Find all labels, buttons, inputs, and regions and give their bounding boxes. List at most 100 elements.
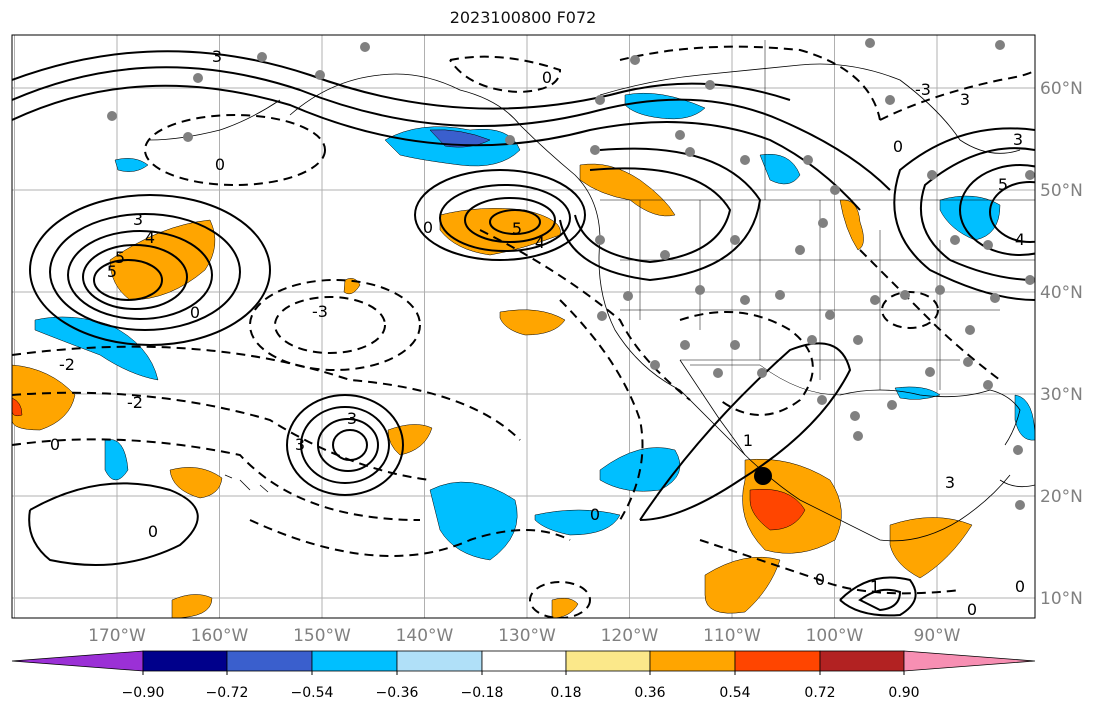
contour-labels: 3 0 3 4 5 5 0 -2 -2 0 0 -3 3 3 0 5 4 0 0…	[50, 47, 1025, 618]
station-dot	[730, 340, 740, 350]
colorbar-tick-label: 0.54	[719, 685, 750, 701]
contour-label: -2	[59, 355, 75, 374]
contour-line	[839, 576, 917, 617]
anomaly-area	[939, 195, 1001, 241]
contour-line	[144, 114, 326, 186]
contour-label: 5	[512, 219, 522, 238]
colorbar-tick-label: −0.54	[291, 685, 334, 701]
station-dot	[597, 311, 607, 321]
storm-center-marker	[754, 467, 772, 485]
contour-line	[439, 184, 571, 252]
station-dot	[963, 357, 973, 367]
station-dot	[983, 240, 993, 250]
latitude-label: 50°N	[1040, 181, 1083, 201]
anomaly-area	[114, 158, 149, 172]
station-dot	[885, 95, 895, 105]
coastline	[224, 474, 269, 493]
map-frame	[11, 34, 1036, 619]
longitude-label: 150°W	[293, 626, 351, 646]
contour-line	[28, 482, 199, 566]
contour-line	[249, 279, 421, 371]
contour-line	[559, 299, 644, 521]
longitude-label: 120°W	[601, 626, 659, 646]
contour-label: 5	[998, 175, 1008, 194]
longitude-label: 100°W	[806, 626, 864, 646]
station-dot	[193, 73, 203, 83]
colorbar-tick-label: 0.72	[804, 685, 835, 701]
contour-line	[679, 311, 814, 416]
anomaly-area	[704, 556, 781, 614]
coastline	[289, 73, 1011, 542]
coastline	[999, 479, 1035, 488]
station-dot	[870, 295, 880, 305]
station-dot	[900, 290, 910, 300]
contour-line	[12, 66, 891, 191]
coastlines	[149, 63, 1035, 542]
anomaly-area	[534, 509, 621, 536]
contour-line	[559, 147, 762, 282]
station-dots	[107, 38, 1035, 510]
station-dot	[1025, 275, 1035, 285]
coastline	[839, 389, 1021, 446]
longitude-labels: 170°W 160°W 150°W 140°W 130°W 120°W 110°W 100°W…	[88, 626, 961, 646]
contour-line	[489, 209, 541, 235]
contour-line	[919, 147, 1035, 281]
colorbar-extend-low	[11, 650, 144, 672]
contour-label: 1	[870, 577, 880, 596]
contour-label: 3	[347, 409, 357, 428]
colorbar-box	[396, 650, 483, 672]
contour-label: 5	[115, 248, 125, 267]
contour-line	[959, 164, 1035, 256]
station-dot	[730, 235, 740, 245]
contour-line	[274, 296, 386, 354]
contour-line	[317, 418, 379, 472]
station-dot	[107, 111, 117, 121]
station-dot	[865, 38, 875, 48]
colorbar: −0.90 −0.72 −0.54 −0.36 −0.18 0.18 0.36 0.54 0.7…	[11, 650, 1036, 701]
station-dot	[740, 295, 750, 305]
contour-label: 0	[1015, 577, 1025, 596]
contour-line	[93, 259, 163, 301]
contour-line	[82, 244, 188, 310]
station-dot	[685, 147, 695, 157]
station-dot	[983, 380, 993, 390]
contour-line	[286, 394, 404, 496]
longitude-label: 140°W	[396, 626, 454, 646]
contour-label: 4	[145, 228, 155, 247]
contour-label: 4	[535, 233, 545, 252]
anomaly-area	[889, 517, 973, 579]
colorbar-tick-label: 0.36	[634, 685, 665, 701]
negative-anomaly-areas	[34, 92, 1035, 561]
contour-label: 0	[50, 435, 60, 454]
station-dot	[818, 218, 828, 228]
anomaly-area	[551, 597, 579, 618]
station-dot	[807, 335, 817, 345]
contour-line	[29, 194, 271, 346]
station-dot	[925, 367, 935, 377]
station-dot	[1015, 500, 1025, 510]
station-dot	[853, 431, 863, 441]
station-dot	[935, 285, 945, 295]
contour-label: 3	[1013, 130, 1023, 149]
contour-label: 0	[893, 137, 903, 156]
colorbar-extend-high	[903, 650, 1036, 672]
station-dot	[360, 42, 370, 52]
coastline	[149, 99, 281, 141]
latitude-label: 20°N	[1040, 487, 1083, 507]
coastline	[599, 63, 1021, 154]
contour-line	[12, 84, 861, 211]
colorbar-box	[481, 650, 567, 672]
station-dot	[795, 245, 805, 255]
station-dot	[740, 155, 750, 165]
contour-label: 0	[423, 218, 433, 237]
contour-line	[12, 438, 421, 521]
anomaly-area	[109, 219, 216, 301]
contour-label: 1	[743, 431, 753, 450]
contour-line	[12, 391, 431, 481]
contour-label: 0	[190, 303, 200, 322]
station-dot	[850, 411, 860, 421]
station-dot	[1025, 170, 1035, 180]
anomaly-area	[749, 489, 806, 531]
station-dot	[803, 155, 813, 165]
